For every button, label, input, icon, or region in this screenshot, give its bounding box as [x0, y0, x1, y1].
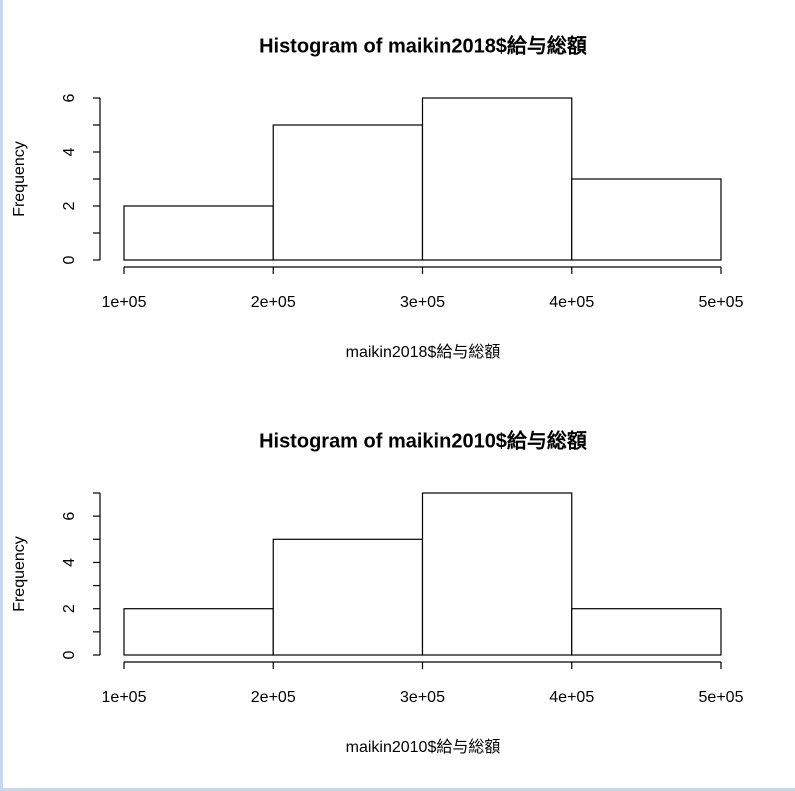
y-tick-label: 6 — [61, 93, 78, 102]
y-axis-label: Frequency — [11, 536, 28, 612]
bar — [272, 538, 424, 656]
x-tick-label: 2e+05 — [251, 689, 296, 706]
x-tick-label: 4e+05 — [549, 689, 594, 706]
y-tick-label: 4 — [61, 147, 78, 156]
bar — [421, 97, 573, 261]
x-tick-label: 5e+05 — [699, 294, 744, 311]
x-axis-label: maikin2010$給与総額 — [346, 738, 501, 756]
y-tick-label: 2 — [61, 201, 78, 210]
bar — [123, 205, 274, 261]
x-tick-label: 3e+05 — [400, 294, 445, 311]
y-tick-label: 0 — [61, 650, 78, 659]
x-tick-label: 1e+05 — [102, 689, 147, 706]
y-tick-label: 4 — [61, 558, 78, 567]
y-axis-label: Frequency — [11, 141, 28, 217]
y-tick-label: 2 — [61, 604, 78, 613]
bar — [123, 608, 274, 656]
chart-title: Histogram of maikin2018$給与総額 — [259, 33, 587, 57]
chart-area: Histogram of maikin2018$給与総額 maikin2018$給… — [11, 33, 744, 756]
x-tick-label: 5e+05 — [699, 689, 744, 706]
bar — [571, 178, 722, 261]
chart-title: Histogram of maikin2010$給与総額 — [259, 428, 587, 452]
bar — [272, 124, 424, 261]
bar — [421, 492, 573, 656]
bar — [571, 608, 722, 656]
x-axis-label: maikin2018$給与総額 — [346, 343, 501, 361]
y-tick-label: 6 — [61, 512, 78, 521]
x-tick-label: 4e+05 — [549, 294, 594, 311]
x-tick-label: 1e+05 — [102, 294, 147, 311]
x-tick-label: 2e+05 — [251, 294, 296, 311]
x-tick-label: 3e+05 — [400, 689, 445, 706]
y-tick-label: 0 — [61, 255, 78, 264]
